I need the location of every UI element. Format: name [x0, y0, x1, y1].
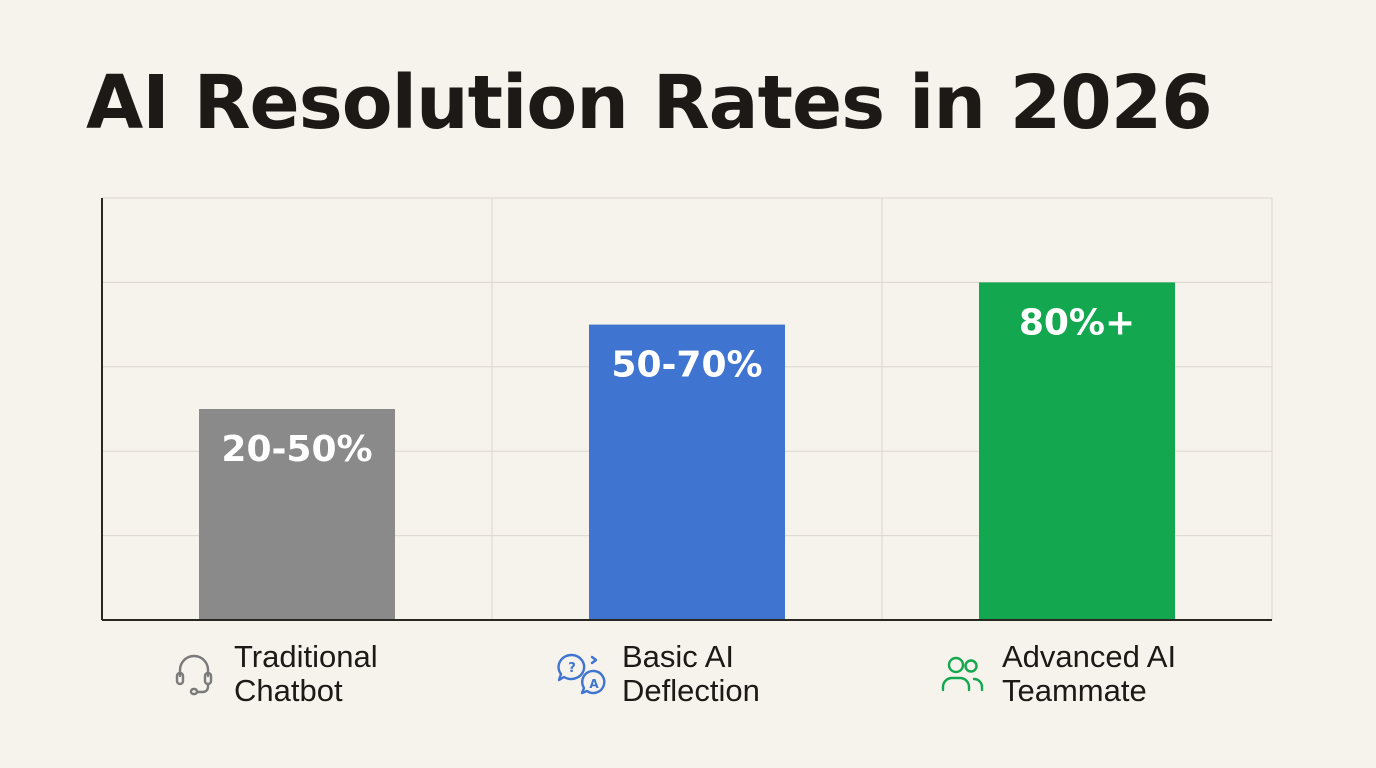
bar	[199, 409, 395, 620]
bar-value-label: 80%+	[1019, 302, 1135, 343]
category-label: Basic AI Deflection	[622, 639, 760, 708]
chart-bar-labels: 20-50% 50-70% 80%+	[221, 302, 1135, 470]
chart-bars	[199, 282, 1175, 620]
category-label: Advanced AI Teammate	[1002, 639, 1177, 708]
headset-icon	[168, 648, 220, 700]
category-label: Traditional Chatbot	[234, 639, 378, 708]
category-advanced-ai-teammate: Advanced AI Teammate	[936, 640, 1176, 708]
bar	[979, 282, 1175, 620]
bar-value-label: 20-50%	[221, 429, 372, 470]
category-traditional-chatbot: Traditional Chatbot	[168, 640, 378, 708]
chart-axes	[101, 198, 1272, 621]
category-basic-ai-deflection: ? A Basic AI Deflection	[556, 640, 760, 708]
users-icon	[936, 648, 988, 700]
svg-text:?: ?	[568, 661, 576, 676]
chart-title: AI Resolution Rates in 2026	[86, 60, 1213, 146]
bar-value-label: 50-70%	[611, 345, 762, 386]
bar	[589, 324, 785, 620]
svg-text:A: A	[589, 677, 599, 691]
qa-chat-icon: ? A	[556, 648, 608, 700]
